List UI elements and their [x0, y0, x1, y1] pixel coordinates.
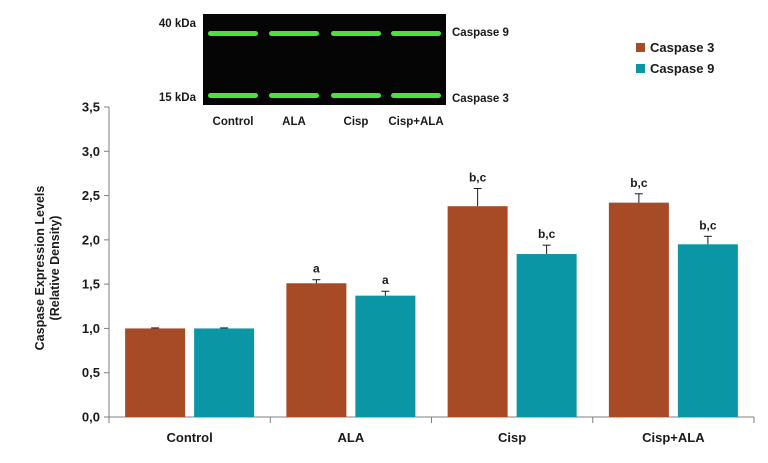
x-tick-label: Control: [167, 430, 213, 445]
y-axis-label-line-2: (Relative Density): [48, 216, 62, 321]
blot-band-top-label: Caspase 9: [452, 27, 509, 39]
bar: [194, 328, 255, 417]
significance-label: b,c: [469, 170, 487, 184]
y-tick-label: 3,5: [82, 100, 100, 115]
x-tick-label: Cisp: [498, 430, 526, 445]
blot-band-top: [269, 31, 319, 36]
legend-swatch-caspase-3: [636, 43, 645, 52]
x-tick-label: ALA: [338, 430, 365, 445]
bar: [286, 283, 347, 417]
blot-band-bottom: [331, 93, 381, 98]
blot-band-bottom: [208, 93, 258, 98]
bar: [447, 206, 508, 417]
plot-area: 0,0 0,5 1,0 1,5 2,0 2,5 3,0 3,5 Control ALA a a Cisp…: [82, 100, 755, 445]
y-axis-label-line-1: Caspase Expression Levels: [33, 186, 47, 351]
blot-band-bottom: [269, 93, 319, 98]
blot-lane-label: Cisp+ALA: [388, 116, 443, 128]
bar: [125, 328, 186, 417]
legend-label-caspase-9: Caspase 9: [650, 61, 714, 76]
bar: [677, 244, 738, 417]
blot-lane-label: Cisp: [344, 116, 369, 128]
bar: [355, 295, 416, 417]
y-axis-label: Caspase Expression Levels (Relative Dens…: [33, 186, 62, 351]
blot-band-top: [391, 31, 441, 36]
blot-image: [203, 14, 446, 105]
y-tick-label: 1,5: [82, 277, 100, 292]
blot-marker-bottom-label: 15 kDa: [159, 92, 197, 104]
y-tick-label: 2,5: [82, 188, 100, 203]
significance-label: b,c: [699, 218, 717, 232]
significance-label: a: [382, 273, 389, 287]
blot-band-bottom-label: Caspase 3: [452, 93, 509, 105]
x-tick-label: Cisp+ALA: [642, 430, 705, 445]
y-tick-label: 2,0: [82, 232, 100, 247]
blot-lane-label: Control: [213, 116, 254, 128]
significance-label: b,c: [630, 176, 648, 190]
blot-bands: [208, 31, 441, 98]
blot-lane-label: ALA: [282, 116, 306, 128]
y-tick-label: 0,0: [82, 410, 100, 425]
legend-swatch-caspase-9: [636, 64, 645, 73]
legend-label-caspase-3: Caspase 3: [650, 40, 714, 55]
y-tick-label: 1,0: [82, 321, 100, 336]
y-tick-label: 3,0: [82, 144, 100, 159]
blot-band-bottom: [391, 93, 441, 98]
significance-label: b,c: [538, 227, 556, 241]
significance-label: a: [313, 262, 320, 276]
blot-lane-labels: Control ALA Cisp Cisp+ALA: [213, 116, 444, 128]
bar: [608, 202, 669, 417]
y-tick-label: 0,5: [82, 365, 100, 380]
western-blot-inset: 40 kDa 15 kDa Caspase 9 Caspase 3 Contro…: [159, 14, 509, 128]
blot-band-top: [331, 31, 381, 36]
blot-marker-top-label: 40 kDa: [159, 18, 197, 30]
blot-band-top: [208, 31, 258, 36]
legend: Caspase 3 Caspase 9: [636, 40, 714, 76]
bar: [516, 254, 577, 417]
